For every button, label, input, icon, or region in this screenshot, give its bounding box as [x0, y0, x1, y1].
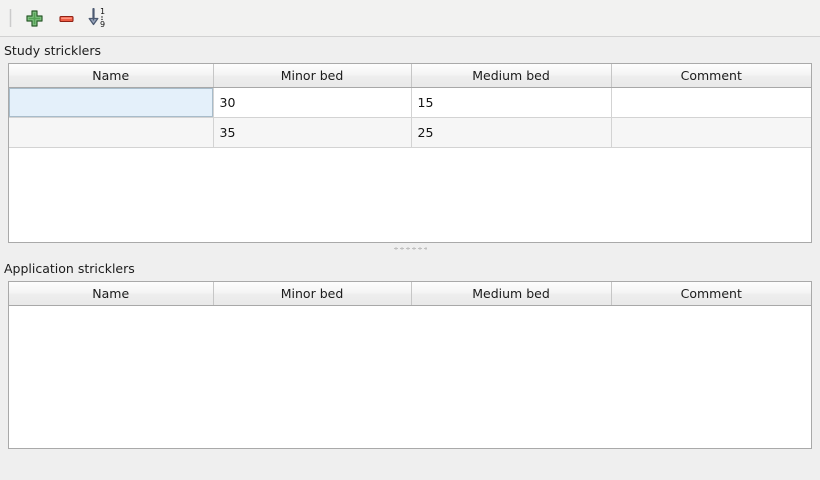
table-header-row: Name Minor bed Medium bed Comment: [9, 281, 811, 306]
column-header-name[interactable]: Name: [9, 281, 214, 306]
add-strickler-button[interactable]: [18, 2, 50, 34]
study-stricklers-table: Name Minor bed Medium bed Comment 30 15 …: [9, 63, 811, 149]
minus-icon: [58, 15, 74, 22]
study-stricklers-label: Study stricklers: [4, 43, 102, 58]
table-row[interactable]: 30 15: [9, 87, 811, 119]
cell-name[interactable]: [9, 117, 214, 149]
cell-comment[interactable]: [611, 87, 811, 119]
toolbar-drag-grip[interactable]: [6, 7, 15, 29]
cell-medium-bed[interactable]: 25: [411, 117, 612, 149]
toolbar: 1 9: [0, 0, 820, 37]
column-header-minor-bed[interactable]: Minor bed: [213, 281, 412, 306]
cell-comment[interactable]: [611, 117, 811, 149]
cell-minor-bed[interactable]: 35: [213, 117, 412, 149]
sort-button[interactable]: 1 9: [82, 2, 114, 34]
column-header-name[interactable]: Name: [9, 63, 214, 89]
svg-text:1: 1: [100, 7, 105, 16]
plus-icon: [25, 9, 43, 27]
column-header-comment[interactable]: Comment: [611, 63, 811, 89]
application-stricklers-table: Name Minor bed Medium bed Comment: [9, 281, 811, 306]
horizontal-splitter[interactable]: [0, 242, 820, 255]
column-header-medium-bed[interactable]: Medium bed: [411, 281, 612, 306]
table-row[interactable]: 35 25: [9, 117, 811, 149]
cell-medium-bed[interactable]: 15: [411, 87, 612, 119]
svg-text:9: 9: [100, 20, 105, 29]
table-header-row: Name Minor bed Medium bed Comment: [9, 63, 811, 89]
study-stricklers-table-frame: Name Minor bed Medium bed Comment 30 15 …: [8, 62, 812, 243]
column-header-comment[interactable]: Comment: [611, 281, 811, 306]
column-header-medium-bed[interactable]: Medium bed: [411, 63, 612, 89]
remove-strickler-button[interactable]: [50, 2, 82, 34]
column-header-minor-bed[interactable]: Minor bed: [213, 63, 412, 89]
splitter-grip-icon: [393, 247, 427, 251]
cell-name[interactable]: [9, 87, 214, 119]
bottom-spacer: [0, 449, 820, 480]
application-stricklers-table-frame: Name Minor bed Medium bed Comment: [8, 280, 812, 449]
cell-minor-bed[interactable]: 30: [213, 87, 412, 119]
application-stricklers-label: Application stricklers: [4, 260, 135, 276]
sort-ascending-icon: 1 9: [88, 7, 105, 29]
